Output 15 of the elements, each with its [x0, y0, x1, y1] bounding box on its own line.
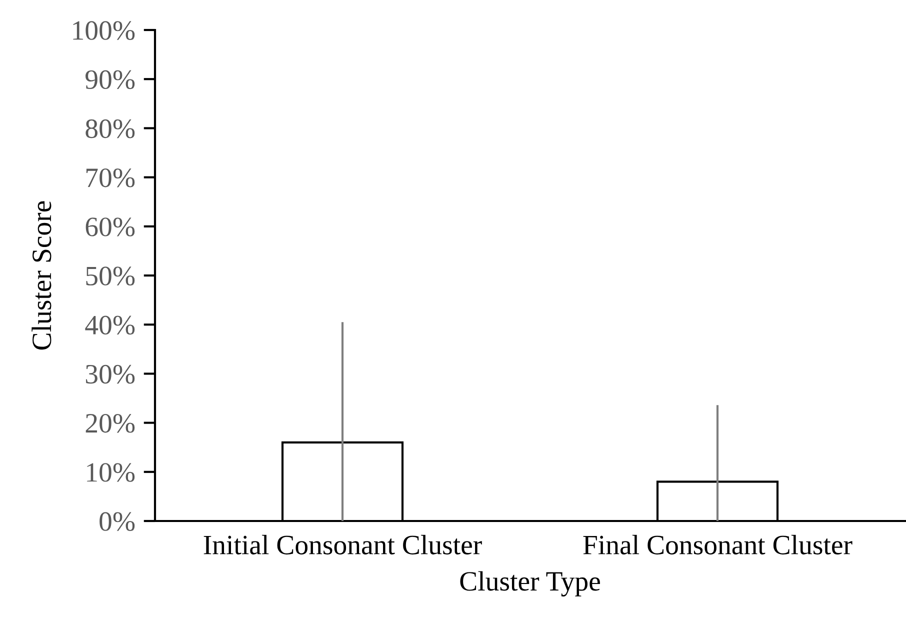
y-tick-label: 0%	[100, 512, 135, 531]
y-tick-label: 70%	[86, 168, 135, 188]
y-tick-label: 90%	[86, 70, 135, 90]
y-tick-label: 60%	[86, 218, 135, 236]
x-tick-label: Final Consonant Cluster	[583, 534, 852, 554]
y-axis-title: Cluster Score	[32, 201, 52, 350]
y-tick-label: 20%	[86, 414, 135, 433]
y-tick-label: 100%	[73, 21, 135, 40]
x-tick-label: Initial Consonant Cluster	[204, 534, 482, 554]
y-tick-label: 40%	[85, 316, 135, 335]
y-tick-label: 80%	[86, 119, 135, 138]
y-tick-label: 30%	[86, 364, 135, 384]
y-tick-label: 50%	[86, 266, 135, 286]
x-axis-title: Cluster Type	[460, 571, 600, 596]
y-tick-label: 10%	[87, 463, 135, 482]
